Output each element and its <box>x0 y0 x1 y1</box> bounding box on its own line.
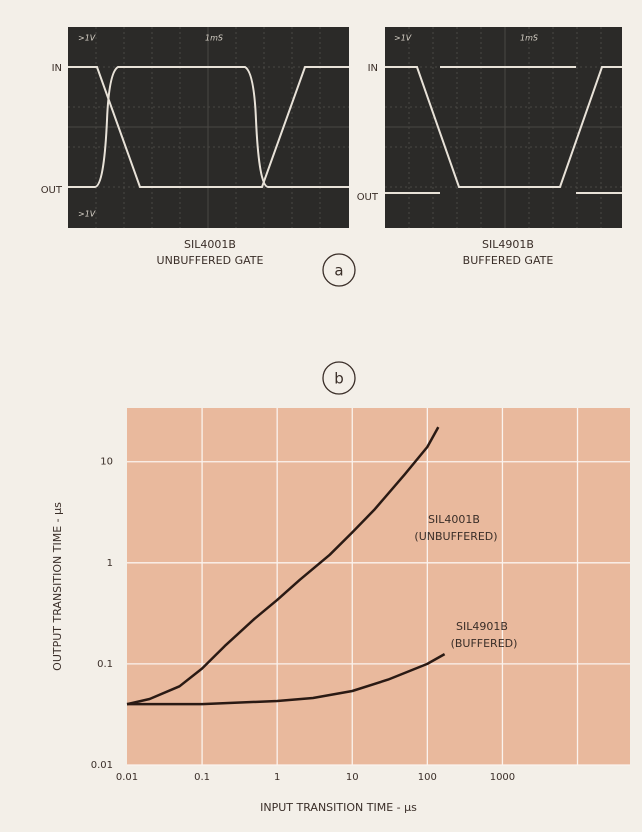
x-tick-label: 1 <box>274 772 280 783</box>
scope-grid <box>385 27 622 228</box>
x-tick-label: 0.01 <box>116 772 138 783</box>
marker-circle <box>322 361 356 395</box>
out-label: OUT <box>41 185 63 196</box>
volts-label: >1V <box>78 34 96 43</box>
series-note: (BUFFERED) <box>451 637 518 650</box>
x-tick-label: 100 <box>418 772 437 783</box>
x-tick-label: 1000 <box>490 772 515 783</box>
series-label: SIL4001B <box>428 513 480 526</box>
input-trace <box>68 66 349 188</box>
marker-circle <box>322 253 356 287</box>
input-trace <box>385 66 622 188</box>
in-label: IN <box>368 63 378 74</box>
x-tick-label: 10 <box>346 772 359 783</box>
caption: BUFFERED GATE <box>463 254 554 267</box>
y-tick-label: 0.01 <box>91 760 113 771</box>
y-tick-label: 0.1 <box>97 659 113 670</box>
scope-right: >1V 1mS <box>385 27 622 228</box>
chart: 0.01 0.1 1 10 100 1000 0.01 0.1 1 10 INPUT TRANSIT… <box>51 408 630 814</box>
marker-label: a <box>334 262 343 280</box>
output-trace <box>68 66 349 188</box>
x-axis-label: INPUT TRANSITION TIME - μs <box>260 801 417 814</box>
time-label: 1mS <box>205 34 223 43</box>
marker-label: b <box>334 370 344 388</box>
line <box>126 426 440 706</box>
caption: UNBUFFERED GATE <box>157 254 264 267</box>
scope-left: >1V 1mS >1V <box>68 27 349 228</box>
volts-label: >1V <box>78 210 96 219</box>
y-tick-label: 1 <box>107 558 113 569</box>
y-axis-label: OUTPUT TRANSITION TIME - μs <box>51 502 64 671</box>
series-label: SIL4901B <box>456 620 508 633</box>
series-note: (UNBUFFERED) <box>414 530 497 543</box>
output-trace <box>385 66 622 194</box>
time-label: 1mS <box>520 34 538 43</box>
volts-label: >1V <box>394 34 412 43</box>
out-label: OUT <box>357 192 379 203</box>
line <box>127 653 446 706</box>
y-tick-label: 10 <box>100 457 113 468</box>
part-label: SIL4901B <box>482 238 534 251</box>
in-label: IN <box>52 63 62 74</box>
x-tick-label: 0.1 <box>194 772 210 783</box>
part-label: SIL4001B <box>184 238 236 251</box>
plot-area <box>127 408 630 765</box>
